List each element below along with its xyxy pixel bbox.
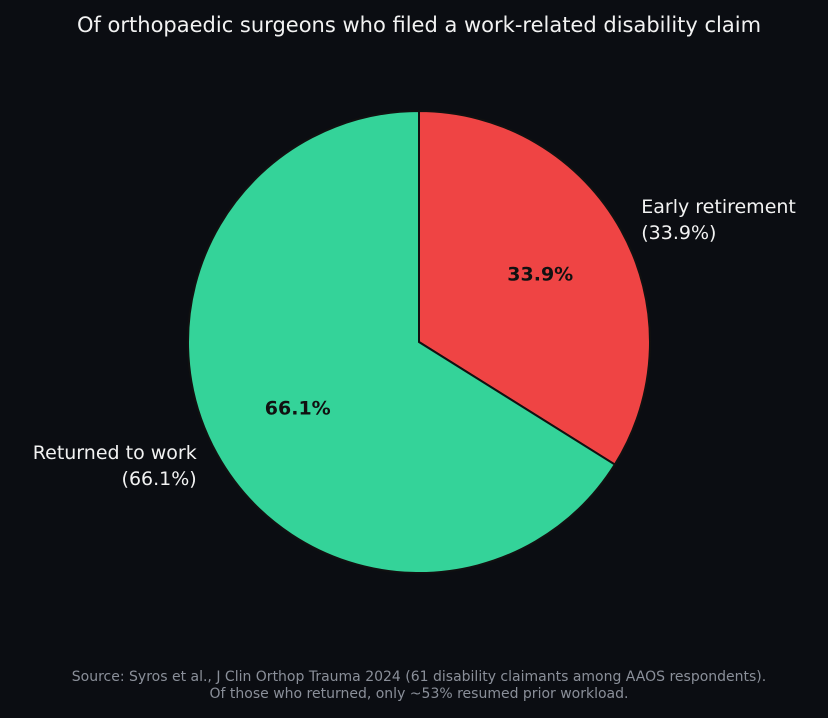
slice-percent-label: 66.1%	[265, 398, 331, 420]
slice-category-name: Early retirement	[641, 195, 796, 217]
slice-category-percent: (33.9%)	[641, 221, 716, 243]
pie-slice-early-retirement	[418, 109, 651, 466]
pie-labels: 33.9% Early retirement (33.9%) 66.1% Returne…	[33, 195, 796, 489]
pie-slices	[187, 109, 651, 574]
pie-slice-returned-to-work	[187, 109, 617, 574]
slice-category-label: Early retirement (33.9%)	[641, 195, 796, 243]
slice-category-name: Returned to work	[33, 442, 197, 464]
slice-category-percent: (66.1%)	[122, 468, 197, 490]
source-note: Source: Syros et al., J Clin Orthop Trau…	[72, 669, 766, 685]
workload-note: Of those who returned, only ~53% resumed…	[210, 686, 629, 702]
chart-title: Of orthopaedic surgeons who filed a work…	[77, 13, 761, 37]
slice-percent-label: 33.9%	[507, 263, 573, 285]
slice-category-label: Returned to work (66.1%)	[33, 442, 197, 490]
